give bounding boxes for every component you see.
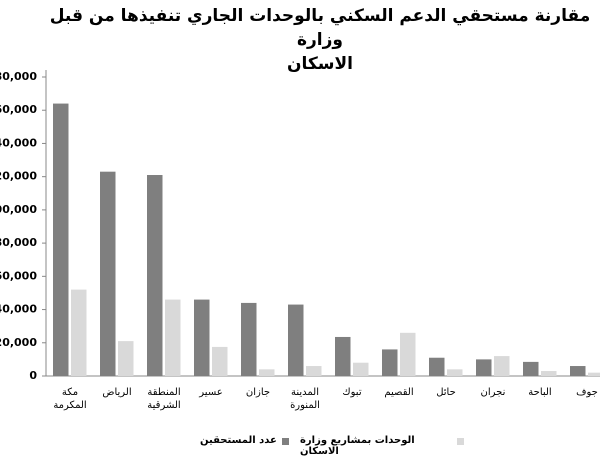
legend-swatch bbox=[457, 438, 464, 445]
bar bbox=[429, 357, 445, 376]
bar bbox=[259, 369, 275, 376]
y-tick-label: 180,000 bbox=[0, 70, 37, 83]
legend-label: عدد المستحقين bbox=[200, 435, 277, 446]
y-tick-label: 60,000 bbox=[0, 269, 37, 282]
x-tick-label: مكة المكرمة bbox=[53, 387, 87, 411]
bar bbox=[288, 304, 304, 376]
y-tick-label: 40,000 bbox=[0, 303, 37, 316]
x-tick-label: عسير bbox=[199, 387, 223, 398]
bar bbox=[588, 372, 600, 376]
y-tick-label: 160,000 bbox=[0, 103, 37, 116]
y-tick-label: 120,000 bbox=[0, 170, 37, 183]
y-tick-label: 80,000 bbox=[0, 236, 37, 249]
bar bbox=[494, 356, 510, 376]
bar bbox=[541, 371, 557, 376]
y-tick-label: 20,000 bbox=[0, 336, 37, 349]
bar bbox=[476, 359, 492, 376]
bar bbox=[194, 299, 210, 376]
x-tick-label: المدينة المنورة bbox=[290, 387, 320, 411]
bar bbox=[400, 332, 416, 376]
x-tick-label: جوف bbox=[576, 387, 598, 398]
legend-label: الوحدات بمشاريع وزارة الاسكان bbox=[300, 435, 415, 457]
bar bbox=[100, 171, 116, 376]
bar bbox=[165, 299, 181, 376]
x-tick-label: نجران bbox=[480, 387, 506, 398]
x-tick-label: المنطقة الشرقية bbox=[147, 387, 181, 411]
x-tick-label: حائل bbox=[436, 387, 456, 398]
chart-title: مقارنة مستحقي الدعم السكني بالوحدات الجا… bbox=[49, 6, 591, 74]
x-tick-label: تبوك bbox=[342, 387, 362, 398]
x-tick-label: الرياض bbox=[102, 387, 132, 398]
bar bbox=[71, 289, 87, 376]
bar bbox=[335, 336, 351, 376]
bar bbox=[212, 346, 228, 376]
y-tick-label: 100,000 bbox=[0, 203, 37, 216]
bar bbox=[118, 341, 134, 376]
x-tick-label: الباحة bbox=[528, 387, 552, 398]
x-tick-label: القصيم bbox=[384, 387, 414, 398]
bar bbox=[241, 302, 257, 376]
bar bbox=[353, 362, 369, 376]
bar bbox=[447, 369, 463, 376]
x-tick-label: جازان bbox=[245, 387, 271, 398]
bar bbox=[147, 175, 163, 376]
bar bbox=[306, 366, 322, 376]
y-tick-label: 140,000 bbox=[0, 136, 37, 149]
bar bbox=[53, 103, 69, 377]
bar bbox=[382, 349, 398, 376]
bar bbox=[570, 366, 586, 376]
bar bbox=[523, 361, 539, 376]
y-tick-label: 0 bbox=[29, 369, 37, 382]
legend-swatch bbox=[282, 438, 289, 445]
